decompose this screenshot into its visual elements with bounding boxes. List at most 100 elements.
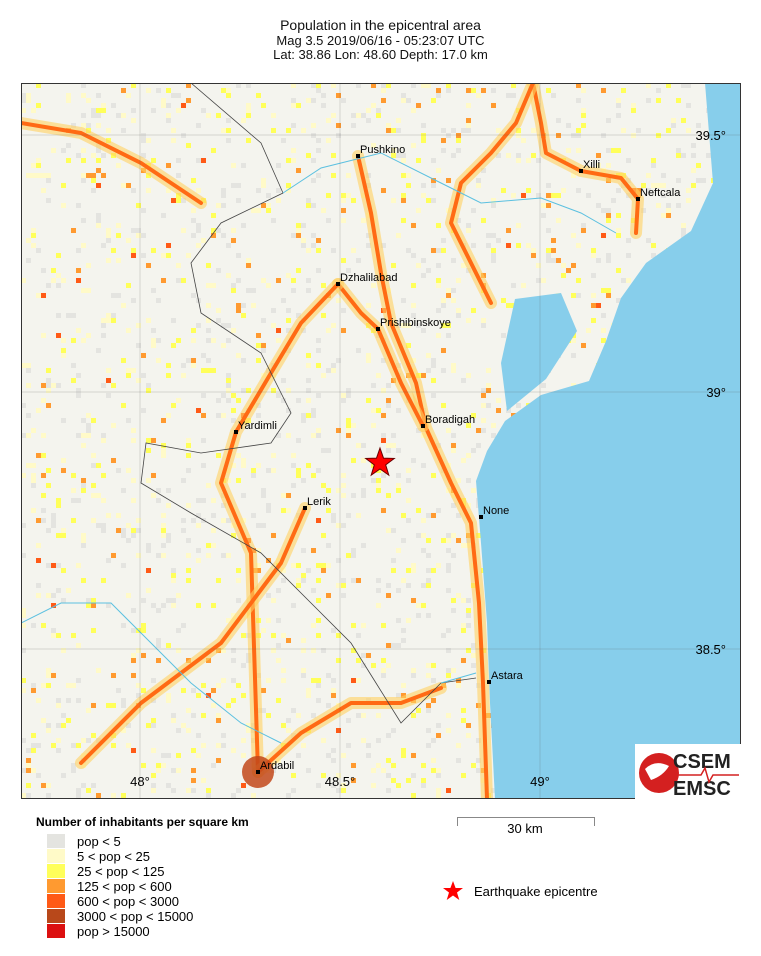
pop-cell [176, 768, 181, 773]
pop-cell [431, 663, 436, 668]
pop-cell [186, 358, 191, 363]
pop-cell [66, 93, 71, 98]
pop-cell [471, 488, 476, 493]
pop-cell [346, 423, 351, 428]
pop-cell [201, 683, 206, 688]
pop-cell [201, 353, 206, 358]
pop-cell [126, 93, 131, 98]
pop-cell [351, 198, 356, 203]
pop-cell [31, 163, 36, 168]
pop-cell [71, 633, 76, 638]
pop-cell [456, 513, 461, 518]
pop-cell [131, 748, 136, 753]
pop-cell [171, 713, 176, 718]
pop-cell [266, 208, 271, 213]
pop-cell [446, 548, 451, 553]
pop-cell [231, 613, 236, 618]
pop-cell [446, 538, 451, 543]
pop-cell [491, 423, 496, 428]
pop-cell [56, 703, 61, 708]
pop-cell [111, 553, 116, 558]
pop-cell [141, 133, 146, 138]
pop-cell [186, 503, 191, 508]
pop-cell [361, 543, 366, 548]
pop-cell [36, 518, 41, 523]
pop-cell [651, 163, 656, 168]
pop-cell [126, 468, 131, 473]
lat-tick-label: 38.5° [695, 642, 726, 657]
pop-cell [131, 118, 136, 123]
pop-cell [141, 153, 146, 158]
pop-cell [296, 563, 301, 568]
pop-cell [46, 388, 51, 393]
pop-cell [126, 523, 131, 528]
pop-cell [346, 193, 351, 198]
pop-cell [31, 233, 36, 238]
pop-cell [501, 333, 506, 338]
pop-cell [321, 103, 326, 108]
pop-cell [151, 603, 156, 608]
pop-cell [141, 253, 146, 258]
pop-cell [466, 318, 471, 323]
pop-cell [21, 738, 26, 743]
pop-cell [266, 713, 271, 718]
pop-cell [301, 418, 306, 423]
pop-cell [236, 183, 241, 188]
pop-cell [31, 623, 36, 628]
pop-cell [246, 113, 251, 118]
pop-cell [296, 473, 301, 478]
pop-cell [451, 128, 456, 133]
pop-cell [186, 568, 191, 573]
pop-cell [386, 643, 391, 648]
pop-cell [411, 143, 416, 148]
pop-cell [446, 568, 451, 573]
pop-cell [391, 128, 396, 133]
pop-cell [456, 758, 461, 763]
pop-cell [151, 328, 156, 333]
pop-cell [61, 338, 66, 343]
pop-cell [56, 633, 61, 638]
pop-cell [291, 83, 296, 88]
pop-cell [306, 398, 311, 403]
pop-cell [56, 723, 61, 728]
pop-cell [91, 733, 96, 738]
pop-cell [71, 743, 76, 748]
pop-cell [286, 638, 291, 643]
pop-cell [386, 403, 391, 408]
pop-cell [21, 433, 26, 438]
legend-label: 600 < pop < 3000 [77, 893, 179, 909]
pop-cell [146, 138, 151, 143]
pop-cell [426, 703, 431, 708]
pop-cell [126, 238, 131, 243]
pop-cell [261, 183, 266, 188]
pop-cell [116, 513, 121, 518]
pop-cell [261, 628, 266, 633]
pop-cell [111, 673, 116, 678]
star-icon [443, 881, 463, 900]
pop-cell [491, 788, 496, 793]
pop-cell [161, 543, 166, 548]
pop-cell [491, 103, 496, 108]
pop-cell [221, 733, 226, 738]
pop-cell [671, 118, 676, 123]
pop-cell [191, 218, 196, 223]
city-boradigah: Boradigah [421, 414, 475, 428]
pop-cell [601, 133, 606, 138]
pop-cell [286, 183, 291, 188]
pop-cell [301, 548, 306, 553]
pop-cell [381, 413, 386, 418]
pop-cell [266, 283, 271, 288]
pop-cell [616, 233, 621, 238]
pop-cell [181, 478, 186, 483]
pop-cell [426, 663, 431, 668]
pop-cell [336, 133, 341, 138]
pop-cell [401, 173, 406, 178]
pop-cell [456, 743, 461, 748]
pop-cell [576, 98, 581, 103]
pop-cell [36, 163, 41, 168]
pop-cell [461, 623, 466, 628]
pop-cell [391, 558, 396, 563]
pop-cell [176, 198, 181, 203]
pop-cell [56, 503, 61, 508]
pop-cell [61, 458, 66, 463]
